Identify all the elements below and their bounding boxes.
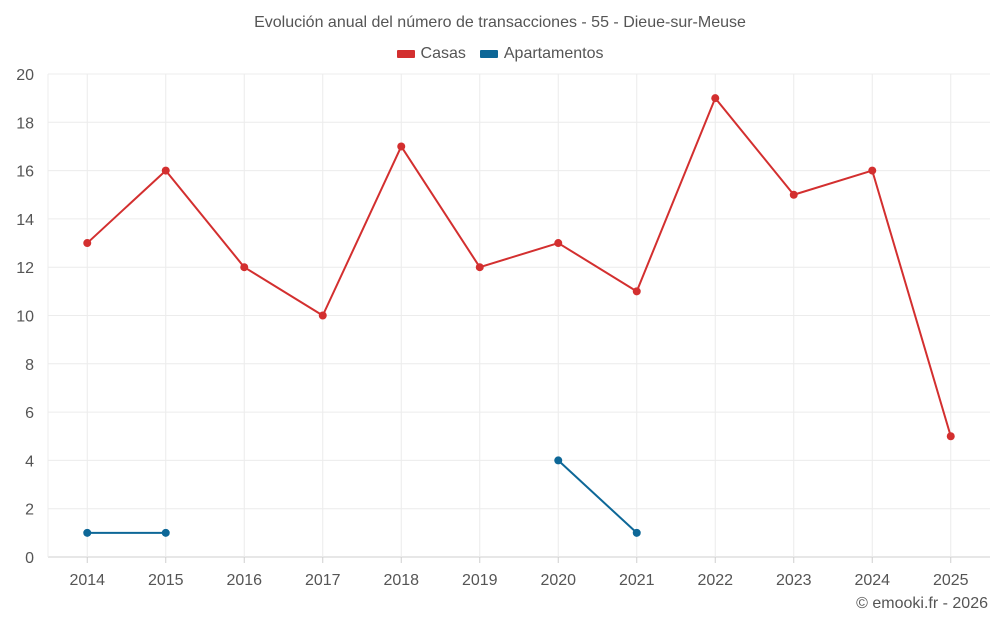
y-tick-label: 18 xyxy=(16,115,34,132)
y-tick-label: 0 xyxy=(25,550,34,567)
y-tick-label: 20 xyxy=(16,67,34,84)
x-tick-label: 2014 xyxy=(69,572,105,589)
y-tick-label: 14 xyxy=(16,212,34,229)
x-tick-label: 2015 xyxy=(148,572,184,589)
data-point-casas xyxy=(789,190,798,199)
x-tick-label: 2024 xyxy=(854,572,890,589)
data-point-casas xyxy=(161,166,170,175)
x-tick-label: 2025 xyxy=(933,572,969,589)
data-point-casas xyxy=(475,263,484,272)
legend-swatch-apartamentos xyxy=(479,50,498,58)
data-point-casas xyxy=(83,239,92,248)
x-tick-label: 2020 xyxy=(540,572,576,589)
x-tick-label: 2018 xyxy=(383,572,419,589)
data-point-casas xyxy=(946,432,955,441)
data-point-casas xyxy=(554,239,563,248)
credit: © emooki.fr - 2026 xyxy=(856,595,988,612)
x-tick-label: 2016 xyxy=(226,572,262,589)
legend-label-casas: Casas xyxy=(420,45,466,62)
data-point-casas xyxy=(868,166,877,175)
data-point-casas xyxy=(240,263,249,272)
legend: Casas Apartamentos xyxy=(0,45,1000,63)
y-tick-label: 2 xyxy=(25,502,34,519)
data-point-casas xyxy=(632,287,641,296)
x-tick-label: 2023 xyxy=(776,572,812,589)
y-tick-label: 8 xyxy=(25,357,34,374)
y-axis: 0 2 4 6 8 10 12 14 16 18 20 xyxy=(16,67,34,567)
y-tick-label: 10 xyxy=(16,309,34,326)
data-point-apartamentos xyxy=(161,528,170,537)
x-axis: 2014 2015 2016 2017 2018 2019 2020 2021 2022 2023… xyxy=(69,557,969,589)
y-tick-label: 12 xyxy=(16,260,34,277)
legend-item-apartamentos[interactable]: Apartamentos xyxy=(479,45,604,63)
grid xyxy=(47,73,990,558)
legend-label-apartamentos: Apartamentos xyxy=(503,45,604,62)
x-tick-label: 2017 xyxy=(305,572,341,589)
series-layer xyxy=(83,94,955,537)
chart-title: Evolución anual del número de transaccio… xyxy=(254,14,746,31)
x-tick-label: 2021 xyxy=(619,572,655,589)
y-tick-label: 4 xyxy=(25,453,34,470)
y-tick-label: 16 xyxy=(16,164,34,181)
data-point-casas xyxy=(318,311,327,320)
data-point-apartamentos xyxy=(632,528,641,537)
legend-item-casas[interactable]: Casas xyxy=(396,45,466,63)
legend-swatch-casas xyxy=(396,50,415,58)
series-line-apartamentos xyxy=(557,459,638,534)
series-line-casas xyxy=(86,97,952,437)
x-tick-label: 2019 xyxy=(462,572,498,589)
data-point-apartamentos xyxy=(554,456,563,465)
x-tick-label: 2022 xyxy=(697,572,733,589)
data-point-casas xyxy=(711,94,720,103)
data-point-apartamentos xyxy=(83,528,92,537)
data-point-casas xyxy=(397,142,406,151)
y-tick-label: 6 xyxy=(25,405,34,422)
